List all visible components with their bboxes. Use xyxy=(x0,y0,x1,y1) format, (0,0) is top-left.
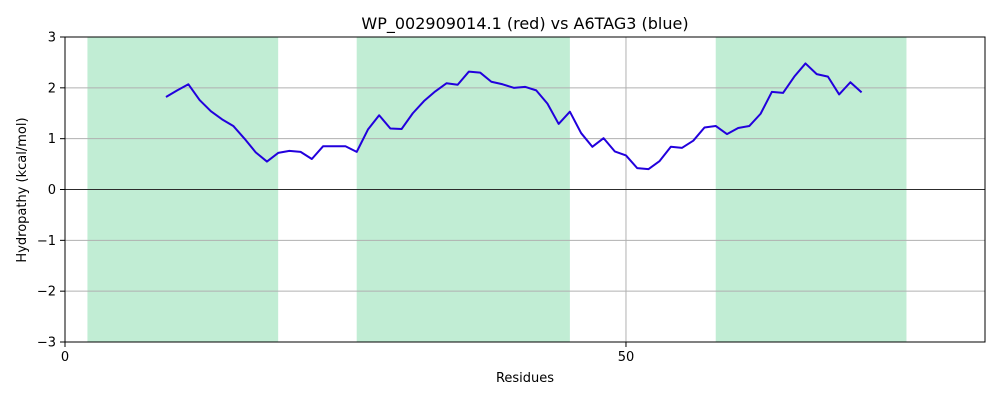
y-tick-label: 2 xyxy=(48,81,56,96)
x-tick-label: 50 xyxy=(618,350,635,365)
y-tick-label: −2 xyxy=(37,285,56,300)
x-axis-label: Residues xyxy=(496,371,554,386)
y-axis-ticks: −3 −2 −1 0 1 2 3 xyxy=(37,31,65,351)
x-tick-label: 0 xyxy=(61,350,69,365)
y-tick-label: −3 xyxy=(37,336,56,351)
y-tick-label: −1 xyxy=(37,234,56,249)
y-tick-label: 3 xyxy=(48,31,56,46)
hydropathy-series-line xyxy=(165,62,863,171)
x-axis-ticks: 0 50 xyxy=(61,342,634,365)
y-tick-label: 1 xyxy=(48,132,56,147)
y-tick-label: 0 xyxy=(48,183,56,198)
y-axis-label: Hydropathy (kcal/mol) xyxy=(15,117,30,262)
chart-title: WP_002909014.1 (red) vs A6TAG3 (blue) xyxy=(361,14,688,34)
